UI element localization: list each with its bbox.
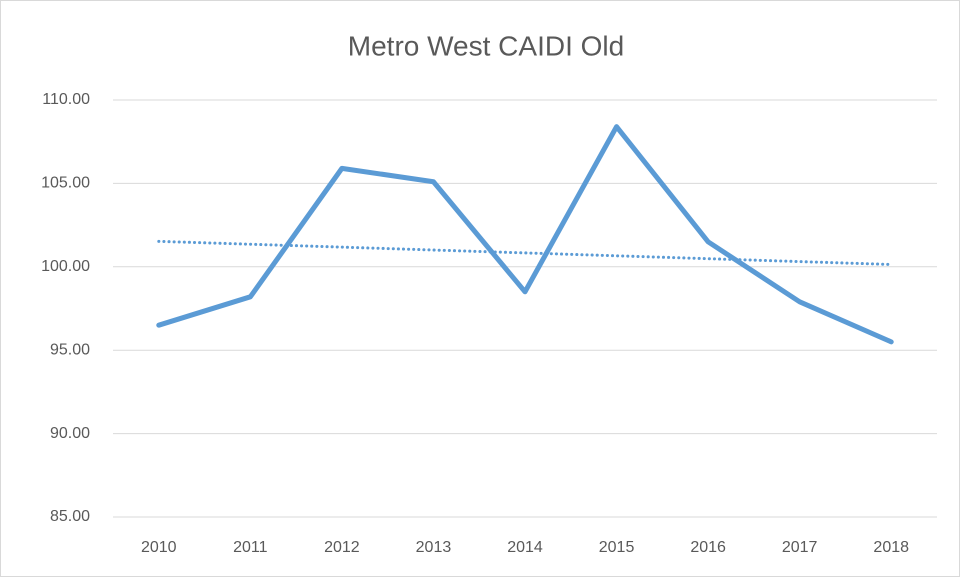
- y-tick-label: 95.00: [50, 341, 90, 358]
- data-line: [156, 124, 894, 345]
- y-tick-label: 85.00: [50, 508, 90, 525]
- x-tick-label: 2018: [873, 539, 909, 556]
- x-tick-label: 2014: [507, 539, 543, 556]
- x-tick-label: 2015: [599, 539, 635, 556]
- trendline: [157, 239, 893, 266]
- y-tick-label: 105.00: [41, 175, 90, 192]
- x-tick-label: 2011: [233, 539, 268, 556]
- x-tick-label: 2012: [324, 539, 360, 556]
- x-tick-label: 2013: [416, 539, 452, 556]
- x-tick-label: 2017: [782, 539, 818, 556]
- y-tick-label: 100.00: [41, 258, 90, 275]
- x-tick-label: 2010: [141, 539, 177, 556]
- x-tick-label: 2016: [690, 539, 726, 556]
- y-tick-label: 90.00: [50, 425, 90, 442]
- chart-title: Metro West CAIDI Old: [348, 30, 624, 61]
- y-tick-label: 110.00: [42, 91, 90, 108]
